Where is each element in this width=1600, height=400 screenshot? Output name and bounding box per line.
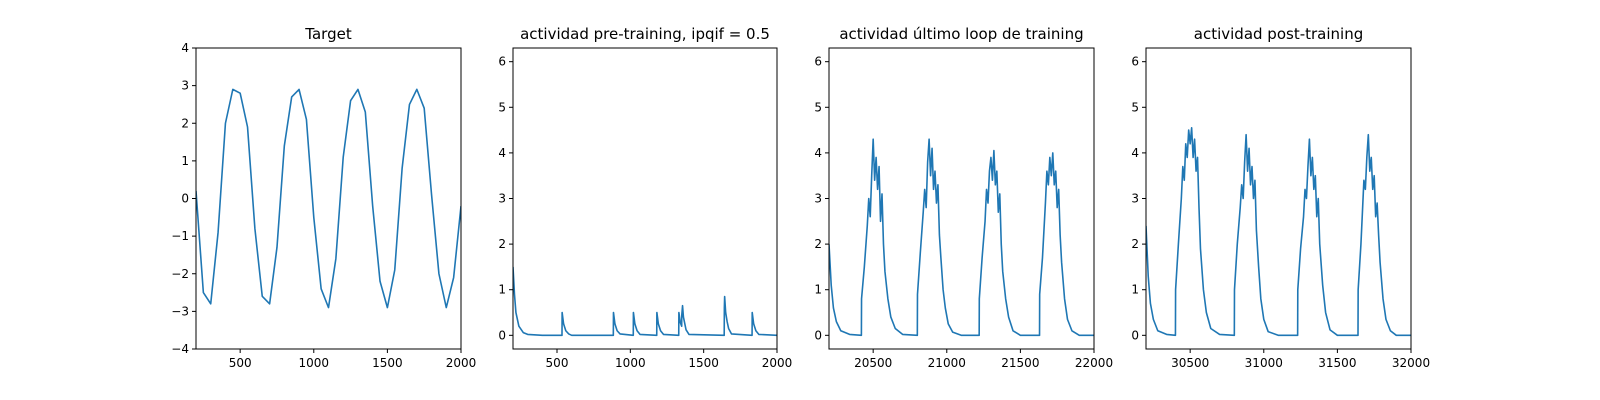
series-line-1: [513, 266, 777, 337]
x-tick-label: 2000: [446, 356, 477, 370]
y-tick-label: 4: [181, 41, 189, 55]
x-tick-label: 30500: [1171, 356, 1209, 370]
y-tick-label: 5: [1131, 100, 1139, 114]
y-tick-label: 2: [814, 237, 822, 251]
x-tick-label: 500: [229, 356, 252, 370]
x-tick-label: 1500: [688, 356, 719, 370]
y-tick-label: 0: [814, 328, 822, 342]
x-tick-label: 22000: [1075, 356, 1113, 370]
x-tick-label: 32000: [1392, 356, 1430, 370]
x-tick-label: 31000: [1245, 356, 1283, 370]
y-tick-label: 1: [181, 154, 189, 168]
y-tick-label: −1: [171, 229, 189, 243]
y-tick-label: 3: [814, 192, 822, 206]
y-tick-label: 4: [498, 146, 506, 160]
chart-title: actividad pre-training, ipqif = 0.5: [520, 25, 770, 43]
series-line-1: [196, 88, 461, 309]
axes-frame: [1145, 47, 1412, 350]
y-tick-label: 0: [181, 192, 189, 206]
y-tick-label: 6: [814, 55, 822, 69]
y-tick-label: 1: [498, 283, 506, 297]
y-tick-label: 2: [498, 237, 506, 251]
y-tick-label: 6: [1131, 55, 1139, 69]
y-tick-label: 2: [1131, 237, 1139, 251]
x-tick-label: 21000: [928, 356, 966, 370]
y-tick-label: −4: [171, 342, 189, 356]
y-tick-label: 0: [1131, 328, 1139, 342]
y-tick-label: 4: [814, 146, 822, 160]
chart-panel-1: Target 500 1000 1500 2000 −4 −3 −2 −1 0 1 2 3 4: [171, 25, 476, 370]
y-tick-label: 3: [498, 192, 506, 206]
y-tick-label: 3: [181, 79, 189, 93]
x-tick-label: 2000: [762, 356, 793, 370]
x-tick-label: 1000: [615, 356, 646, 370]
y-tick-label: 2: [181, 116, 189, 130]
chart-title: actividad último loop de training: [839, 25, 1083, 43]
x-tick-label: 20500: [854, 356, 892, 370]
series-line-1: [1146, 127, 1411, 337]
y-tick-label: 0: [498, 328, 506, 342]
x-tick-label: 21500: [1001, 356, 1039, 370]
axes-frame: [512, 47, 778, 350]
y-tick-label: 5: [498, 100, 506, 114]
series-line-1: [829, 138, 1094, 337]
y-tick-label: −2: [171, 267, 189, 281]
chart-title: Target: [304, 25, 352, 43]
x-tick-label: 1000: [299, 356, 330, 370]
y-tick-label: 4: [1131, 146, 1139, 160]
x-tick-label: 500: [546, 356, 569, 370]
y-tick-label: 1: [1131, 283, 1139, 297]
y-tick-label: 3: [1131, 192, 1139, 206]
y-tick-label: 1: [814, 283, 822, 297]
x-tick-label: 1500: [372, 356, 403, 370]
y-tick-label: 6: [498, 55, 506, 69]
chart-title: actividad post-training: [1194, 25, 1363, 43]
y-tick-label: 5: [814, 100, 822, 114]
x-tick-label: 31500: [1318, 356, 1356, 370]
y-tick-label: −3: [171, 304, 189, 318]
